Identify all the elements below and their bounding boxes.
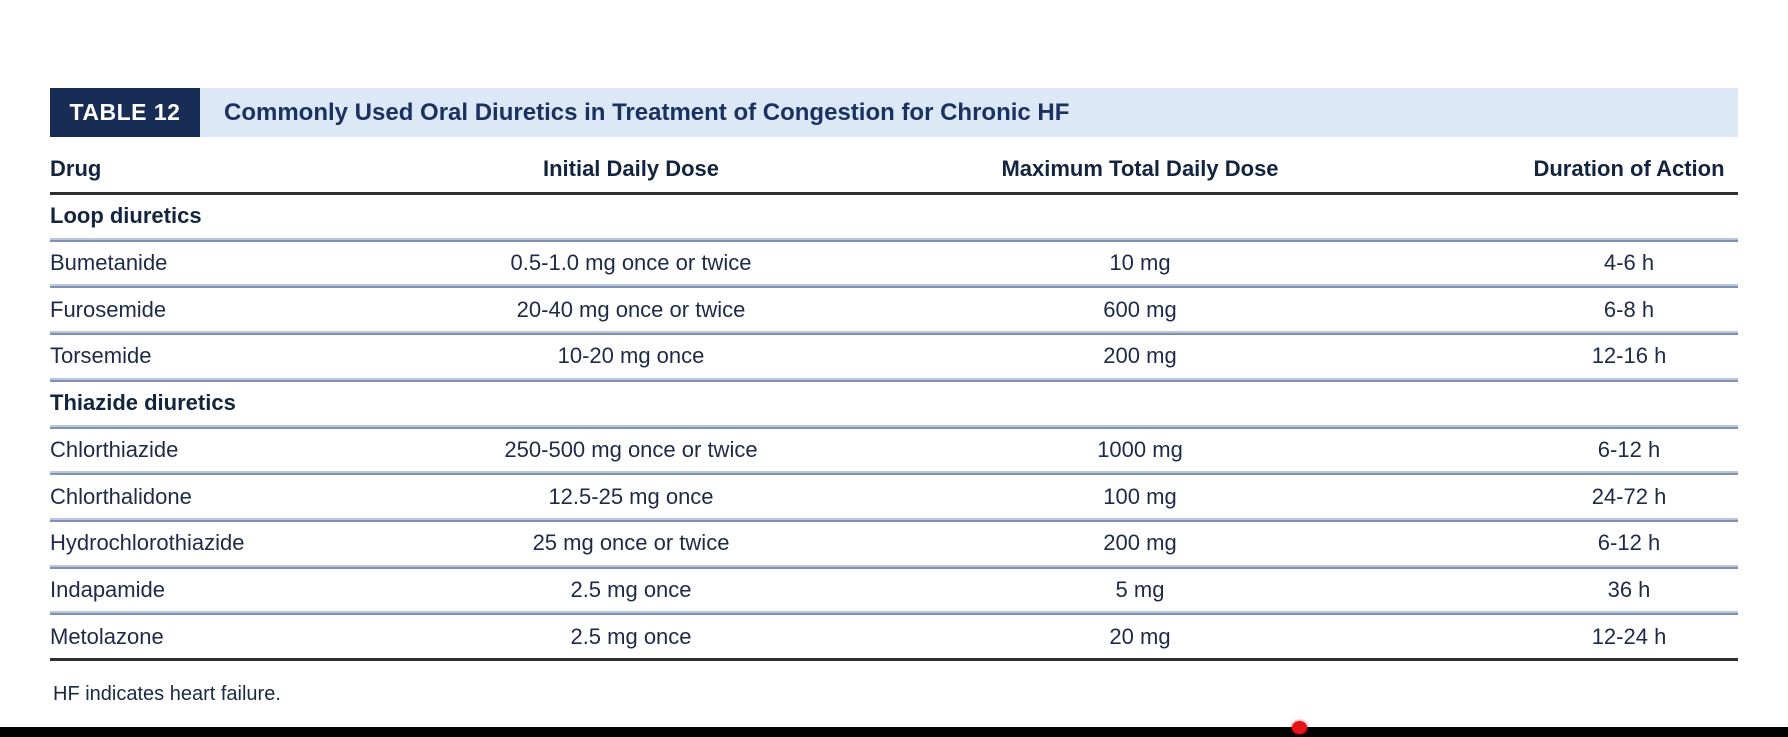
red-marker-dot — [1292, 721, 1307, 734]
section-row-loop-diuretics: Loop diuretics — [50, 195, 1738, 238]
table-number-tab: TABLE 12 — [50, 88, 200, 137]
table-bottom-rule — [50, 658, 1738, 661]
table-row-chlorthalidone: Chlorthalidone 12.5-25 mg once 100 mg 24… — [50, 475, 1738, 518]
initial-dose: 2.5 mg once — [570, 576, 692, 602]
section-row-thiazide-diuretics: Thiazide diuretics — [50, 382, 1738, 425]
table-header-band: TABLE 12 Commonly Used Oral Diuretics in… — [50, 88, 1738, 137]
initial-dose: 20-40 mg once or twice — [516, 296, 746, 322]
initial-dose: 2.5 mg once — [570, 623, 692, 649]
max-dose: 10 mg — [1109, 250, 1171, 276]
max-dose: 200 mg — [1103, 530, 1177, 556]
duration: 24-72 h — [1591, 483, 1667, 509]
max-dose: 100 mg — [1103, 483, 1177, 509]
column-header-duration: Duration of Action — [1533, 156, 1725, 181]
drug-name: Metolazone — [50, 623, 164, 649]
drug-name: Torsemide — [50, 343, 152, 369]
drug-name: Chlorthalidone — [50, 483, 192, 509]
table-row-hydrochlorothiazide: Hydrochlorothiazide 25 mg once or twice … — [50, 522, 1738, 565]
row-separator — [50, 331, 1738, 336]
row-separator — [50, 424, 1738, 429]
initial-dose: 0.5-1.0 mg once or twice — [510, 250, 752, 276]
table-row-chlorthiazide: Chlorthiazide 250-500 mg once or twice 1… — [50, 429, 1738, 472]
duration: 12-24 h — [1591, 623, 1667, 649]
table-row-torsemide: Torsemide 10-20 mg once 200 mg 12-16 h — [50, 335, 1738, 378]
drug-name: Indapamide — [50, 576, 165, 602]
row-separator — [50, 377, 1738, 382]
drug-name: Chlorthiazide — [50, 436, 179, 462]
max-dose: 1000 mg — [1097, 436, 1183, 462]
duration: 6-8 h — [1603, 296, 1655, 322]
duration: 6-12 h — [1597, 530, 1661, 556]
table-body: Loop diuretics Bumetanide 0.5-1.0 mg onc… — [50, 195, 1738, 658]
duration: 12-16 h — [1591, 343, 1667, 369]
duration: 6-12 h — [1597, 436, 1661, 462]
section-label: Loop diuretics — [50, 203, 202, 229]
duration: 4-6 h — [1603, 250, 1655, 276]
max-dose: 200 mg — [1103, 343, 1177, 369]
table-row-indapamide: Indapamide 2.5 mg once 5 mg 36 h — [50, 569, 1738, 612]
table-row-furosemide: Furosemide 20-40 mg once or twice 600 mg… — [50, 288, 1738, 331]
max-dose: 5 mg — [1115, 576, 1165, 602]
drug-name: Bumetanide — [50, 250, 168, 276]
max-dose: 20 mg — [1109, 623, 1171, 649]
column-header-max: Maximum Total Daily Dose — [1001, 156, 1279, 181]
initial-dose: 25 mg once or twice — [532, 530, 730, 556]
drug-name: Hydrochlorothiazide — [50, 530, 245, 556]
section-label: Thiazide diuretics — [50, 390, 236, 416]
row-separator — [50, 564, 1738, 569]
header-rule — [50, 192, 1738, 195]
initial-dose: 10-20 mg once — [557, 343, 705, 369]
table-footnote: HF indicates heart failure. — [53, 683, 281, 705]
row-separator — [50, 471, 1738, 476]
table-row-bumetanide: Bumetanide 0.5-1.0 mg once or twice 10 m… — [50, 242, 1738, 285]
row-separator — [50, 517, 1738, 522]
bottom-black-bar — [0, 727, 1788, 737]
column-header-row: Drug Initial Daily Dose Maximum Total Da… — [50, 146, 1738, 188]
drug-name: Furosemide — [50, 296, 167, 322]
initial-dose: 12.5-25 mg once — [548, 483, 714, 509]
table-row-metolazone: Metolazone 2.5 mg once 20 mg 12-24 h — [50, 615, 1738, 658]
row-separator — [50, 284, 1738, 289]
table-title: Commonly Used Oral Diuretics in Treatmen… — [224, 98, 1070, 126]
column-header-initial: Initial Daily Dose — [542, 156, 720, 181]
row-separator — [50, 237, 1738, 242]
column-header-drug: Drug — [50, 156, 102, 181]
row-separator — [50, 611, 1738, 616]
initial-dose: 250-500 mg once or twice — [504, 436, 758, 462]
max-dose: 600 mg — [1103, 296, 1177, 322]
duration: 36 h — [1607, 576, 1651, 602]
